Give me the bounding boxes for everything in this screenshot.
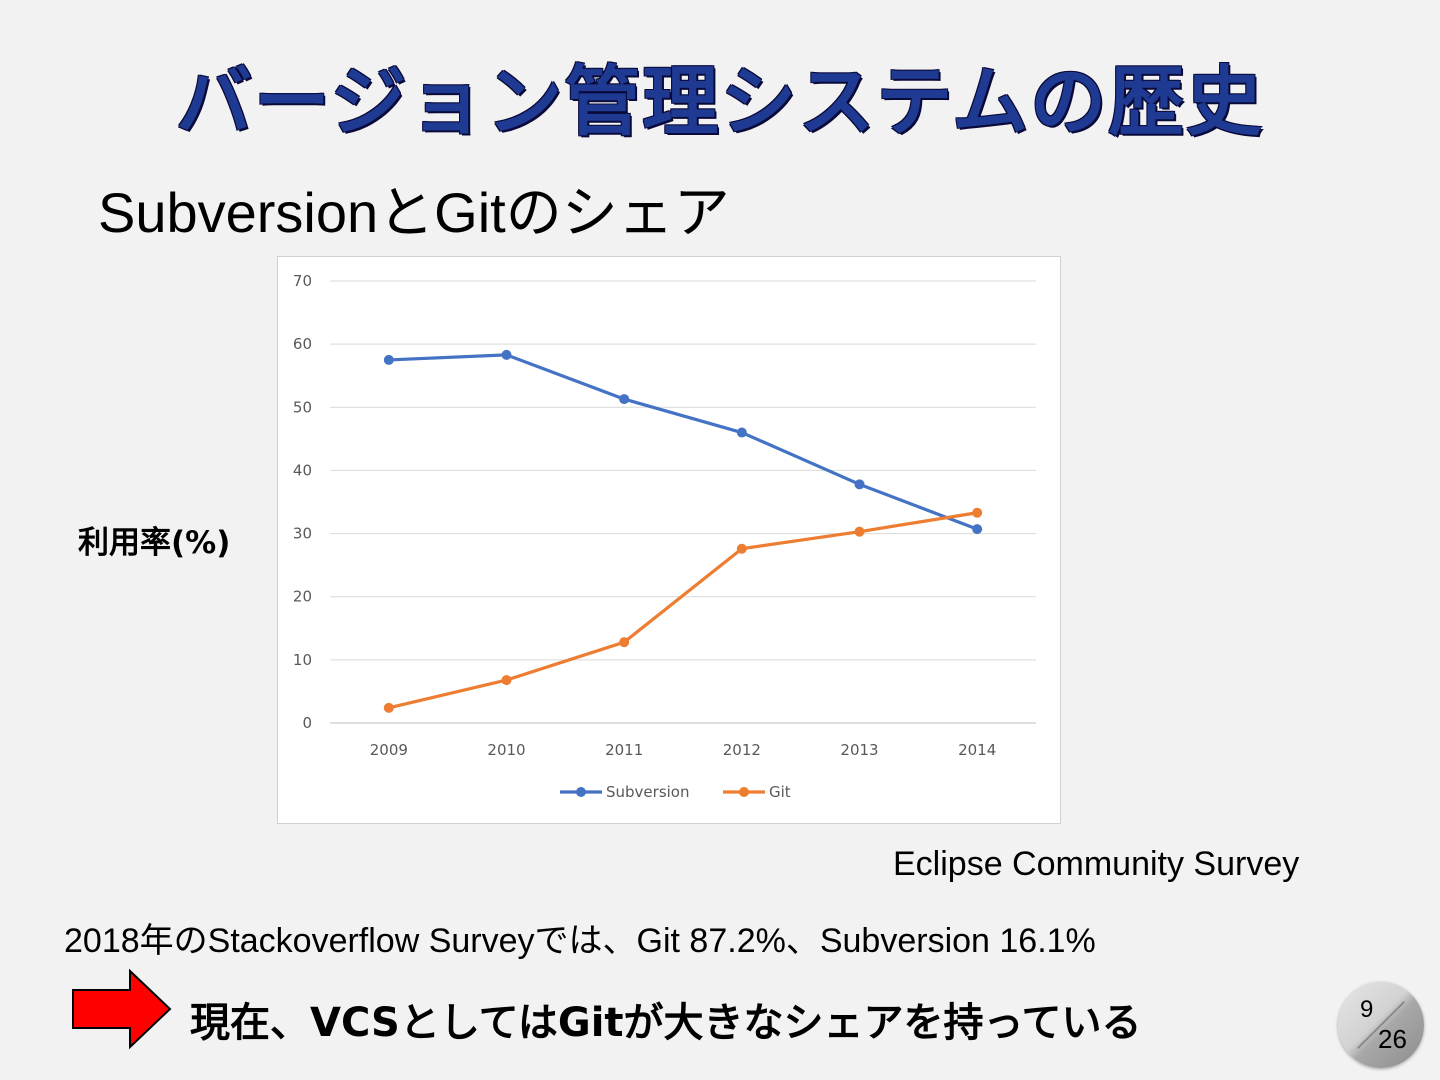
y-tick-label: 60: [293, 335, 312, 353]
y-axis-caption: 利用率(%): [78, 525, 231, 561]
source-citation: Eclipse Community Survey: [893, 845, 1300, 883]
subversion-legend-marker: [576, 787, 586, 797]
page-number: 9: [1360, 996, 1374, 1023]
line-chart: 0 10 20 30 40 50 60 70 2009 2010 2011 2012 2013 2014 S…: [277, 256, 1061, 824]
stackoverflow-note: 2018年のStackoverflow Surveyでは、Git 87.2%、S…: [64, 922, 1096, 960]
x-tick-label: 2014: [958, 741, 996, 759]
page-indicator: 9 26: [1338, 982, 1424, 1068]
y-tick-label: 10: [293, 651, 312, 669]
slide-subtitle: SubversionとGitのシェア: [98, 181, 730, 244]
conclusion-text: 現在、VCSとしてはGitが大きなシェアを持っている: [190, 1000, 1142, 1046]
x-tick-label: 2011: [605, 741, 643, 759]
chart-svg: 0 10 20 30 40 50 60 70 2009 2010 2011 2012 2013 2014 S…: [293, 272, 1036, 801]
y-tick-label: 40: [293, 461, 312, 479]
x-tick-label: 2013: [840, 741, 878, 759]
git-point: [383, 702, 394, 713]
y-tick-label: 30: [293, 525, 312, 543]
y-tick-label: 70: [293, 272, 312, 290]
page-total: 26: [1378, 1024, 1407, 1054]
y-tick-label: 0: [302, 714, 312, 732]
right-arrow-icon: [72, 968, 172, 1050]
git-point: [736, 543, 747, 554]
y-tick-label: 50: [293, 398, 312, 416]
subversion-point: [854, 479, 865, 490]
git-point: [619, 637, 630, 648]
x-tick-label: 2012: [723, 741, 761, 759]
git-point: [972, 507, 983, 518]
git-legend-label: Git: [769, 783, 791, 801]
git-point: [854, 526, 865, 537]
git-point: [501, 675, 512, 686]
subversion-legend-label: Subversion: [606, 783, 690, 801]
y-tick-label: 20: [293, 588, 312, 606]
subversion-point: [501, 349, 512, 360]
x-tick-label: 2010: [487, 741, 525, 759]
subversion-point: [736, 427, 747, 438]
slide-title: バージョン管理システムの歴史: [175, 57, 1265, 146]
subversion-point: [972, 524, 983, 535]
x-tick-label: 2009: [370, 741, 408, 759]
git-legend-marker: [739, 787, 749, 797]
git-line: [388, 511, 978, 710]
subversion-point: [383, 354, 394, 365]
subversion-line: [388, 353, 978, 531]
subversion-point: [619, 394, 630, 405]
